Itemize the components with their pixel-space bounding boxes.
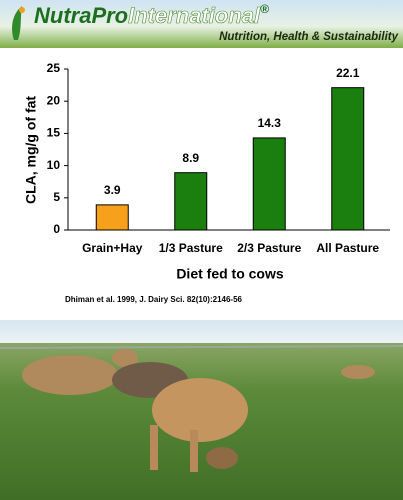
y-tick-label: 0: [53, 222, 60, 236]
y-tick-label: 15: [47, 126, 61, 140]
cow-head: [206, 447, 238, 469]
value-label: 22.1: [336, 66, 360, 80]
cow: [22, 355, 118, 395]
bar: [331, 87, 365, 231]
y-tick-label: 20: [47, 93, 61, 107]
y-tick-label: 5: [53, 190, 60, 204]
brand-name-2: International: [128, 3, 261, 28]
cow: [341, 365, 375, 379]
x-tick-label: Grain+Hay: [82, 241, 143, 255]
logo-leaf: [12, 6, 22, 40]
bar: [174, 172, 208, 231]
header-background: [0, 0, 403, 48]
header-banner: NutraProInternational® Nutrition, Health…: [0, 0, 403, 48]
brand-logo: NutraProInternational®: [34, 2, 269, 28]
registered-mark: ®: [260, 2, 269, 16]
y-axis-label: CLA, mg/g of fat: [23, 96, 39, 204]
value-label: 14.3: [258, 116, 282, 130]
x-axis-label: Diet fed to cows: [176, 266, 284, 282]
cow-head: [112, 349, 138, 367]
cow-leg: [150, 425, 158, 470]
brand-name: NutraPro: [34, 3, 128, 28]
logo-dot: [19, 7, 25, 13]
value-label: 8.9: [182, 151, 199, 165]
cow-leg: [190, 430, 198, 472]
cows: [22, 349, 375, 472]
irrigation-pivot: [0, 345, 403, 349]
y-tick-label: 25: [47, 61, 61, 75]
x-tick-label: 1/3 Pasture: [159, 241, 223, 255]
pasture-photo: [0, 320, 403, 500]
bar: [252, 137, 286, 231]
photo-sky: [0, 320, 403, 345]
y-tick-label: 10: [47, 158, 61, 172]
x-tick-label: All Pasture: [316, 241, 379, 255]
source-note: Dhiman et al. 1999, J. Dairy Sci. 82(10)…: [65, 295, 243, 304]
bar: [95, 204, 129, 231]
x-tick-label: 2/3 Pasture: [237, 241, 301, 255]
tagline: Nutrition, Health & Sustainability: [219, 31, 399, 43]
value-label: 3.9: [104, 183, 121, 197]
chart: CLA, mg/g of fat Diet fed to cows Dhiman…: [23, 61, 390, 304]
cow: [152, 378, 248, 442]
